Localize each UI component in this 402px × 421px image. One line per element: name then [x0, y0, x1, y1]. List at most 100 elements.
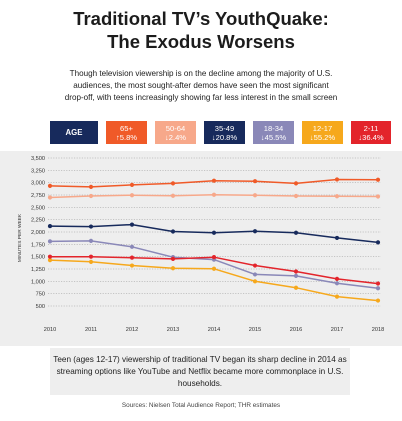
annotation-box: Teen (ages 12-17) viewership of traditio… [50, 348, 350, 395]
y-tick-labels: 500 750 1,000 1,250 1,500 1,750 2,000 2,250 2,50… [31, 156, 45, 310]
legend-item-65-plus: 65+ ↑5.8% [106, 121, 147, 144]
point-12-17-2013 [170, 266, 176, 271]
chart-title-line-2: The Exodus Worsens [107, 31, 295, 52]
point-35-49-2016 [293, 230, 299, 235]
legend-item-18-34: 18-34 ↓45.5% [253, 121, 294, 144]
point-12-17-2014 [211, 266, 217, 271]
point-65-plus-2017 [334, 177, 340, 182]
series-line-18-34 [49, 240, 379, 289]
point-12-17-2010 [47, 258, 53, 263]
line-chart: 500 750 1,000 1,250 1,500 1,750 2,000 2,250 2,50… [17, 156, 384, 333]
x-tick-label-2011: 2011 [85, 327, 97, 333]
y-axis-label: MINUTES PER WEEK [17, 213, 23, 262]
point-12-17-2017 [334, 294, 340, 299]
point-65-plus-2014 [211, 178, 217, 183]
y-tick-label-3000: 3,000 [31, 181, 45, 187]
point-65-plus-2016 [293, 181, 299, 186]
legend-change-50-64: ↓2.4% [164, 132, 187, 142]
point-35-49-2014 [211, 230, 217, 235]
point-35-49-2013 [170, 229, 176, 234]
legend-item-2-11: 2-11 ↓36.4% [351, 121, 391, 144]
legend-range-65-plus: 65+ [120, 123, 133, 133]
point-18-34-2018 [375, 286, 381, 291]
y-tick-label-500: 500 [36, 304, 45, 310]
legend-item-50-64: 50-64 ↓2.4% [155, 121, 196, 144]
point-50-64-2014 [211, 192, 217, 197]
x-tick-label-2010: 2010 [44, 327, 56, 333]
x-tick-label-2016: 2016 [290, 327, 302, 333]
point-65-plus-2011 [88, 184, 94, 189]
point-50-64-2018 [375, 194, 381, 199]
y-tick-label-2000: 2,000 [31, 230, 45, 236]
legend-range-35-49: 35-49 [214, 123, 235, 133]
point-65-plus-2015 [252, 179, 258, 184]
point-50-64-2013 [170, 193, 176, 198]
y-tick-label-1000: 1,000 [31, 279, 45, 285]
intro-line-1: Though television viewership is on the d… [69, 69, 333, 78]
point-65-plus-2010 [47, 183, 53, 188]
y-tick-label-1750: 1,750 [31, 242, 45, 248]
legend-age-label: AGE [50, 121, 98, 144]
point-2-11-2013 [170, 256, 176, 261]
point-18-34-2011 [88, 238, 94, 243]
y-tick-label-1250: 1,250 [31, 267, 45, 273]
y-tick-label-3250: 3,250 [31, 168, 45, 174]
x-tick-label-2012: 2012 [126, 327, 138, 333]
point-35-49-2018 [375, 240, 381, 245]
series-line-12-17 [49, 259, 379, 302]
y-tick-label-2750: 2,750 [31, 193, 45, 199]
y-tick-label-2250: 2,250 [31, 218, 45, 224]
point-35-49-2011 [88, 224, 94, 229]
point-2-11-2012 [129, 255, 135, 260]
point-2-11-2015 [252, 263, 258, 268]
point-18-34-2012 [129, 244, 135, 249]
legend-range-18-34: 18-34 [263, 123, 284, 133]
point-12-17-2016 [293, 285, 299, 290]
point-2-11-2011 [88, 254, 94, 259]
point-12-17-2018 [375, 298, 381, 303]
legend-range-2-11: 2-11 [363, 123, 379, 133]
chart-title-line-1: Traditional TV’s YouthQuake: [73, 8, 329, 29]
legend-item-12-17: 12-17 ↓55.2% [302, 121, 343, 144]
point-50-64-2011 [88, 193, 94, 199]
plot-background [0, 151, 402, 346]
point-50-64-2015 [252, 193, 258, 198]
point-18-34-2010 [47, 239, 53, 244]
point-2-11-2017 [334, 276, 340, 281]
source-note: Sources: Nielsen Total Audience Report; … [121, 402, 281, 409]
point-18-34-2015 [252, 272, 258, 277]
intro-text: Though television viewership is on the d… [18, 68, 384, 104]
legend-change-35-49: ↓20.8% [211, 132, 238, 142]
y-tick-label-1500: 1,500 [31, 255, 45, 261]
point-50-64-2016 [293, 193, 299, 199]
point-12-17-2011 [88, 259, 94, 264]
point-35-49-2015 [252, 229, 258, 234]
point-2-11-2010 [47, 254, 53, 259]
x-tick-label-2017: 2017 [331, 327, 343, 333]
annotation-text: Teen (ages 12-17) viewership of traditio… [53, 354, 347, 388]
legend-change-65-plus: ↑5.8% [115, 132, 138, 142]
legend-change-18-34: ↓45.5% [260, 132, 287, 142]
x-tick-label-2018: 2018 [372, 327, 384, 333]
point-35-49-2010 [47, 223, 53, 229]
legend-range-50-64: 50-64 [165, 123, 186, 133]
x-tick-label-2014: 2014 [208, 327, 220, 333]
intro-line-3: drop-off, with teens increasingly showin… [64, 93, 338, 102]
y-tick-label-3500: 3,500 [31, 156, 45, 162]
point-65-plus-2018 [375, 177, 381, 182]
point-50-64-2010 [47, 195, 53, 200]
legend-change-12-17: ↓55.2% [309, 132, 336, 142]
point-2-11-2018 [375, 281, 381, 286]
intro-line-2: audiences, the most sought-after demos h… [73, 81, 329, 90]
point-65-plus-2013 [170, 181, 176, 186]
series-lines [47, 177, 381, 303]
point-50-64-2017 [334, 194, 340, 199]
legend-change-2-11: ↓36.4% [358, 132, 384, 142]
point-18-34-2016 [293, 273, 299, 279]
point-50-64-2012 [129, 193, 135, 198]
point-18-34-2017 [334, 281, 340, 286]
point-12-17-2015 [252, 279, 258, 284]
legend-range-12-17: 12-17 [312, 123, 333, 133]
point-35-49-2017 [334, 235, 340, 241]
legend-item-35-49: 35-49 ↓20.8% [204, 121, 245, 144]
